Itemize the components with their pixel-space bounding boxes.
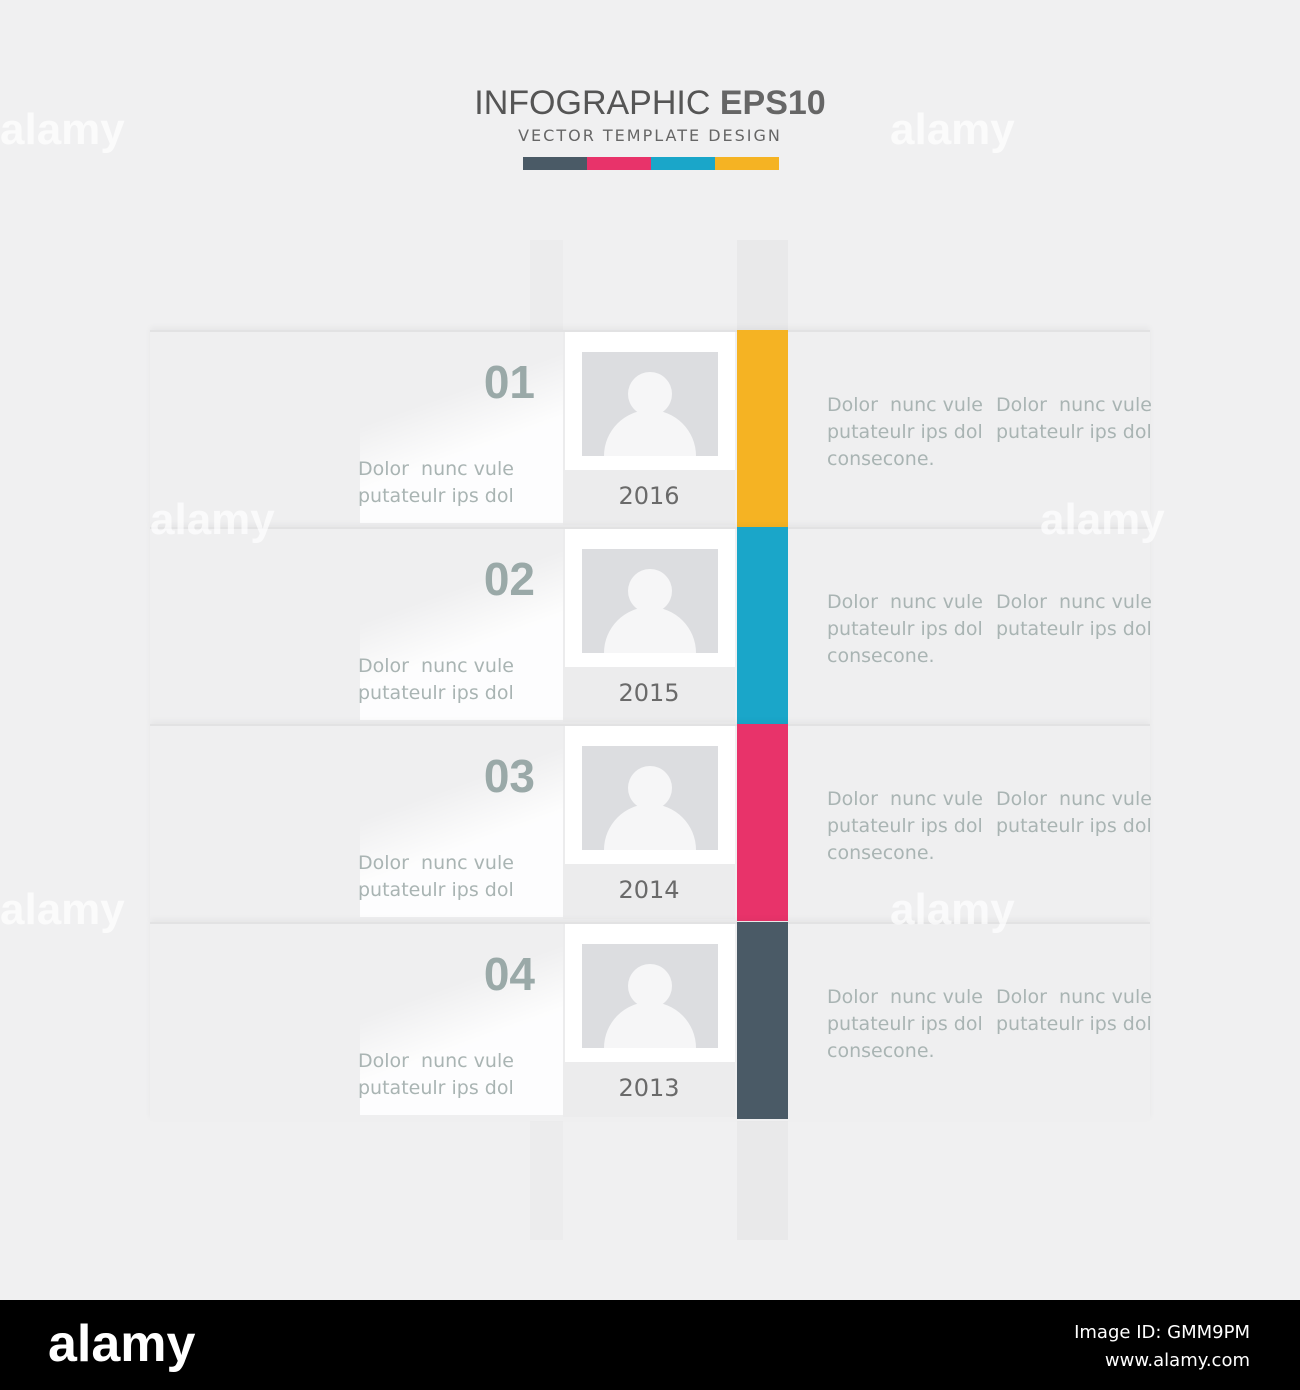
light-beam bbox=[360, 334, 563, 523]
item-year: 2016 bbox=[618, 482, 680, 510]
right-text: putateulr ips dol bbox=[827, 421, 983, 443]
item-number: 01 bbox=[483, 356, 535, 408]
header-color-bar bbox=[523, 157, 779, 170]
right-text: Dolor nunc vule bbox=[827, 788, 983, 810]
right-text: Dolor nunc vule bbox=[996, 591, 1152, 613]
left-text: putateulr ips dol bbox=[358, 1077, 514, 1099]
watermark: alamy bbox=[890, 885, 1015, 934]
right-text: putateulr ips dol bbox=[827, 1013, 983, 1035]
item-number: 03 bbox=[483, 750, 535, 802]
avatar-body bbox=[604, 410, 696, 456]
right-text: Dolor nunc vule bbox=[996, 788, 1152, 810]
photo-placeholder bbox=[582, 746, 718, 850]
left-text: putateulr ips dol bbox=[358, 682, 514, 704]
item-year: 2013 bbox=[618, 1074, 680, 1102]
footer: alamy Image ID: GMM9PM www.alamy.com bbox=[0, 1300, 1300, 1390]
right-text: putateulr ips dol bbox=[827, 618, 983, 640]
right-text: consecone. bbox=[827, 842, 935, 864]
left-text: Dolor nunc vule bbox=[358, 655, 514, 677]
footer-image-id: Image ID: GMM9PM bbox=[1074, 1322, 1250, 1343]
item-year: 2014 bbox=[618, 876, 680, 904]
watermark: alamy bbox=[0, 105, 125, 154]
right-text: putateulr ips dol bbox=[996, 815, 1152, 837]
right-text: Dolor nunc vule bbox=[996, 394, 1152, 416]
color-segment bbox=[737, 330, 788, 527]
title-light: INFOGRAPHIC bbox=[474, 84, 711, 122]
watermark: alamy bbox=[890, 105, 1015, 154]
photo-placeholder bbox=[582, 549, 718, 653]
footer-url: www.alamy.com bbox=[1104, 1350, 1250, 1371]
right-text: putateulr ips dol bbox=[996, 421, 1152, 443]
color-segment bbox=[737, 724, 788, 921]
color-segment bbox=[737, 527, 788, 724]
left-text: putateulr ips dol bbox=[358, 485, 514, 507]
avatar-head bbox=[628, 372, 672, 416]
color-segment bbox=[587, 157, 651, 170]
photo-placeholder bbox=[582, 352, 718, 456]
footer-logo: alamy bbox=[48, 1315, 196, 1373]
left-text: Dolor nunc vule bbox=[358, 1050, 514, 1072]
photo bbox=[565, 924, 735, 1062]
left-text: Dolor nunc vule bbox=[358, 458, 514, 480]
color-segment bbox=[715, 157, 779, 170]
right-text: Dolor nunc vule bbox=[827, 394, 983, 416]
avatar-body bbox=[604, 1002, 696, 1048]
right-text: Dolor nunc vule bbox=[996, 986, 1152, 1008]
avatar-body bbox=[604, 804, 696, 850]
avatar-head bbox=[628, 569, 672, 613]
right-text: Dolor nunc vule bbox=[827, 986, 983, 1008]
right-text: putateulr ips dol bbox=[996, 1013, 1152, 1035]
photo-placeholder bbox=[582, 944, 718, 1048]
item-number: 02 bbox=[483, 553, 535, 605]
color-segment bbox=[523, 157, 587, 170]
header-subtitle: VECTOR TEMPLATE DESIGN bbox=[518, 126, 782, 145]
right-text: putateulr ips dol bbox=[996, 618, 1152, 640]
light-beam bbox=[360, 926, 563, 1115]
avatar-head bbox=[628, 964, 672, 1008]
light-beam bbox=[360, 531, 563, 720]
photo bbox=[565, 529, 735, 667]
photo bbox=[565, 726, 735, 864]
left-text: putateulr ips dol bbox=[358, 879, 514, 901]
watermark: alamy bbox=[150, 495, 275, 544]
right-text: consecone. bbox=[827, 1040, 935, 1062]
right-text: putateulr ips dol bbox=[827, 815, 983, 837]
item-year: 2015 bbox=[618, 679, 680, 707]
avatar-body bbox=[604, 607, 696, 653]
light-beam bbox=[360, 728, 563, 917]
avatar-head bbox=[628, 766, 672, 810]
left-text: Dolor nunc vule bbox=[358, 852, 514, 874]
photo bbox=[565, 332, 735, 470]
right-text: Dolor nunc vule bbox=[827, 591, 983, 613]
color-segment bbox=[737, 922, 788, 1119]
right-text: consecone. bbox=[827, 448, 935, 470]
title-bold: EPS10 bbox=[719, 84, 826, 122]
watermark: alamy bbox=[1040, 495, 1165, 544]
right-text: consecone. bbox=[827, 645, 935, 667]
header-title: INFOGRAPHIC EPS10 bbox=[0, 84, 1300, 123]
watermark: alamy bbox=[0, 885, 125, 934]
item-number: 04 bbox=[483, 948, 535, 1000]
color-segment bbox=[651, 157, 715, 170]
